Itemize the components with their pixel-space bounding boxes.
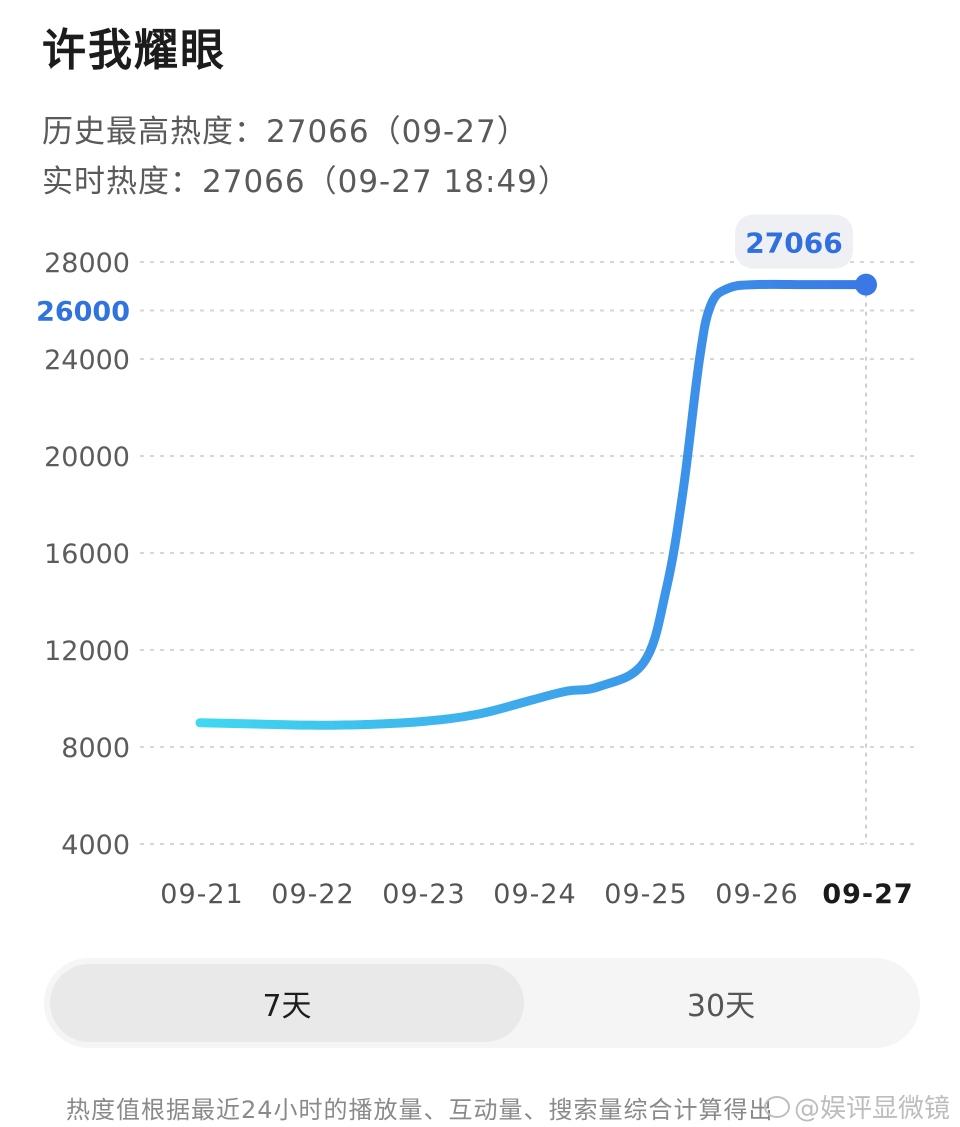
y-tick-label: 16000 [44, 539, 130, 570]
weibo-logo-icon [763, 1095, 790, 1118]
value-tooltip: 27066 [735, 214, 853, 269]
y-tick-label: 20000 [44, 442, 130, 473]
x-tick-label: 09-26 [715, 879, 798, 910]
heat-line-chart: 4000 8000 12000 16000 20000 24000 26000 28000 0… [36, 214, 920, 910]
range-7-days-button[interactable]: 7天 [50, 964, 524, 1042]
weibo-watermark: @娱评显微镜 [763, 1088, 950, 1125]
drama-title: 许我耀眼 [42, 25, 226, 76]
tooltip-value: 27066 [745, 227, 842, 260]
y-tick-label: 4000 [61, 830, 130, 861]
x-tick-label: 09-27 [822, 879, 913, 910]
range-toggle: 7天 30天 [44, 958, 920, 1048]
y-tick-label: 8000 [61, 733, 130, 764]
y-tick-label: 24000 [44, 345, 130, 376]
y-tick-label: 26000 [36, 297, 130, 328]
x-tick-label: 09-22 [271, 879, 354, 910]
y-tick-label: 28000 [44, 248, 130, 279]
y-axis-ticks: 4000 8000 12000 16000 20000 24000 26000 28000 [36, 248, 130, 861]
x-axis-ticks: 09-21 09-22 09-23 09-24 09-25 09-26 09-27 [160, 879, 913, 910]
live-heat-text: 实时热度：27066（09-27 18:49） [42, 164, 570, 200]
range-30-days-button[interactable]: 30天 [686, 989, 756, 1024]
heat-explanation-note: 热度值根据最近24小时的播放量、互动量、搜索量综合计算得出 [66, 1096, 774, 1124]
heat-series-line [195, 279, 871, 730]
peak-heat-text: 历史最高热度：27066（09-27） [42, 114, 529, 150]
x-tick-label: 09-21 [160, 879, 243, 910]
latest-point-marker[interactable] [855, 273, 877, 296]
y-tick-label: 12000 [44, 636, 130, 667]
x-tick-label: 09-23 [382, 879, 465, 910]
x-tick-label: 09-25 [604, 879, 687, 910]
watermark-text: @娱评显微镜 [793, 1094, 950, 1124]
x-tick-label: 09-24 [493, 879, 576, 910]
chart-gridlines [140, 261, 920, 845]
